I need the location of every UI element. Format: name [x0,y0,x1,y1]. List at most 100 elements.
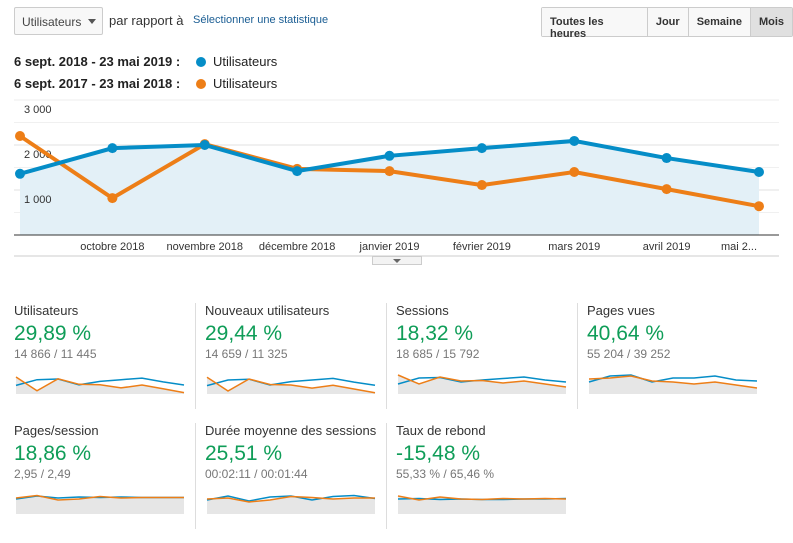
data-point [15,131,25,141]
metric-values: 00:02:11 / 00:01:44 [205,467,308,481]
metric-select[interactable]: Utilisateurs [14,7,103,35]
metric-title: Nouveaux utilisateurs [205,303,330,318]
sparkline [206,494,376,514]
metric-change: 29,89 % [14,322,92,345]
metric-card[interactable]: Sessions 18,32 % 18 685 / 15 792 [396,303,576,413]
period-buttons: Toutes les heures Jour Semaine Mois [541,7,793,40]
legend-dot [196,57,206,67]
legend-name: Utilisateurs [213,76,278,91]
metric-change: 40,64 % [587,322,665,345]
sparkline [588,374,758,394]
chevron-down-icon [88,19,96,24]
metric-card[interactable]: Pages/session 18,86 % 2,95 / 2,49 [14,423,194,533]
metric-card[interactable]: Pages vues 40,64 % 55 204 / 39 252 [587,303,767,413]
data-point [569,167,580,177]
card-divider [195,423,196,529]
data-point [107,143,118,154]
metric-values: 2,95 / 2,49 [14,467,71,481]
period-hourly-button[interactable]: Toutes les heures [542,8,648,40]
metric-card[interactable]: Utilisateurs 29,89 % 14 866 / 11 445 [14,303,194,413]
sparkline-previous [397,495,567,501]
sparkline [397,374,567,394]
period-month-button[interactable]: Mois [750,8,792,36]
period-week-button[interactable]: Semaine [688,8,751,36]
sparkline [15,376,185,394]
x-tick-label: mars 2019 [548,241,600,253]
sparkline-previous [15,494,184,501]
sparkline [15,494,184,514]
metric-title: Durée moyenne des sessions [205,423,377,438]
x-tick-label: janvier 2019 [359,241,420,253]
metric-values: 14 866 / 11 445 [14,347,97,361]
metric-title: Pages vues [587,303,655,318]
data-point [292,166,303,177]
data-point [754,201,764,212]
metric-change: 18,86 % [14,442,92,465]
data-point [476,143,487,154]
metric-title: Taux de rebond [396,423,486,438]
select-stat-link[interactable]: Sélectionner une statistique [193,14,329,26]
sparkline-area [398,496,566,514]
area-fill [20,140,759,235]
metric-values: 55,33 % / 65,46 % [396,467,495,481]
data-point [384,150,395,161]
legend-previous: 6 sept. 2017 - 23 mai 2018 : Utilisateurs [14,76,277,91]
metric-change: 18,32 % [396,322,474,345]
metric-values: 18 685 / 15 792 [396,347,480,361]
chart-resize-handle[interactable] [372,256,422,265]
x-tick-label: décembre 2018 [259,241,335,253]
card-divider [195,303,196,409]
data-point [199,140,210,150]
period-day-button[interactable]: Jour [647,8,689,36]
metric-title: Sessions [396,303,449,318]
sparkline [397,495,567,514]
card-divider [386,303,387,409]
data-point [754,167,764,177]
sparkline-previous [206,376,376,394]
metric-change: 25,51 % [205,442,283,465]
sparkline-area [16,495,184,514]
sparkline-area [207,496,375,514]
x-tick-label: octobre 2018 [80,241,144,253]
card-divider [386,423,387,529]
legend-dot [196,79,206,89]
data-point [476,180,487,191]
legend-current: 6 sept. 2018 - 23 mai 2019 : Utilisateurs [14,54,277,69]
sparkline-current [588,374,758,383]
metric-title: Pages/session [14,423,99,438]
sparkline [206,376,376,394]
data-point [107,193,118,204]
data-point [15,168,25,179]
metric-change: -15,48 % [396,442,481,465]
metric-title: Utilisateurs [14,303,79,318]
metric-card[interactable]: Taux de rebond -15,48 % 55,33 % / 65,46 % [396,423,576,533]
x-tick-label: novembre 2018 [167,241,243,253]
legend-range: 6 sept. 2017 - 23 mai 2018 : [14,76,181,91]
metric-select-value: Utilisateurs [22,15,82,29]
data-point [384,166,395,177]
sparkline-current [15,377,185,387]
data-point [661,184,672,195]
metric-values: 14 659 / 11 325 [205,347,288,361]
metric-card[interactable]: Durée moyenne des sessions 25,51 % 00:02:1… [205,423,385,533]
compare-label: par rapport à [109,13,184,28]
card-divider [577,303,578,409]
sparkline-area [589,376,757,394]
metric-change: 29,44 % [205,322,283,345]
legend-range: 6 sept. 2018 - 23 mai 2019 : [14,54,181,69]
data-point [569,135,580,146]
metric-values: 55 204 / 39 252 [587,347,671,361]
sparkline-previous [397,374,567,388]
x-tick-label: février 2019 [453,241,511,253]
metric-card[interactable]: Nouveaux utilisateurs 29,44 % 14 659 / 11 … [205,303,385,413]
data-point [661,153,672,164]
sparkline-previous [206,495,375,503]
sparkline-current [206,377,376,387]
y-tick-label: 1 000 [24,194,52,206]
x-tick-label: avril 2019 [643,241,691,253]
sparkline-previous [15,376,185,394]
sparkline-previous [588,375,758,389]
x-tick-label: mai 2... [721,241,757,253]
sparkline-area [398,375,566,394]
